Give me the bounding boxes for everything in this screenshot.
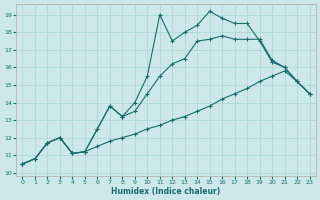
X-axis label: Humidex (Indice chaleur): Humidex (Indice chaleur) (111, 187, 221, 196)
